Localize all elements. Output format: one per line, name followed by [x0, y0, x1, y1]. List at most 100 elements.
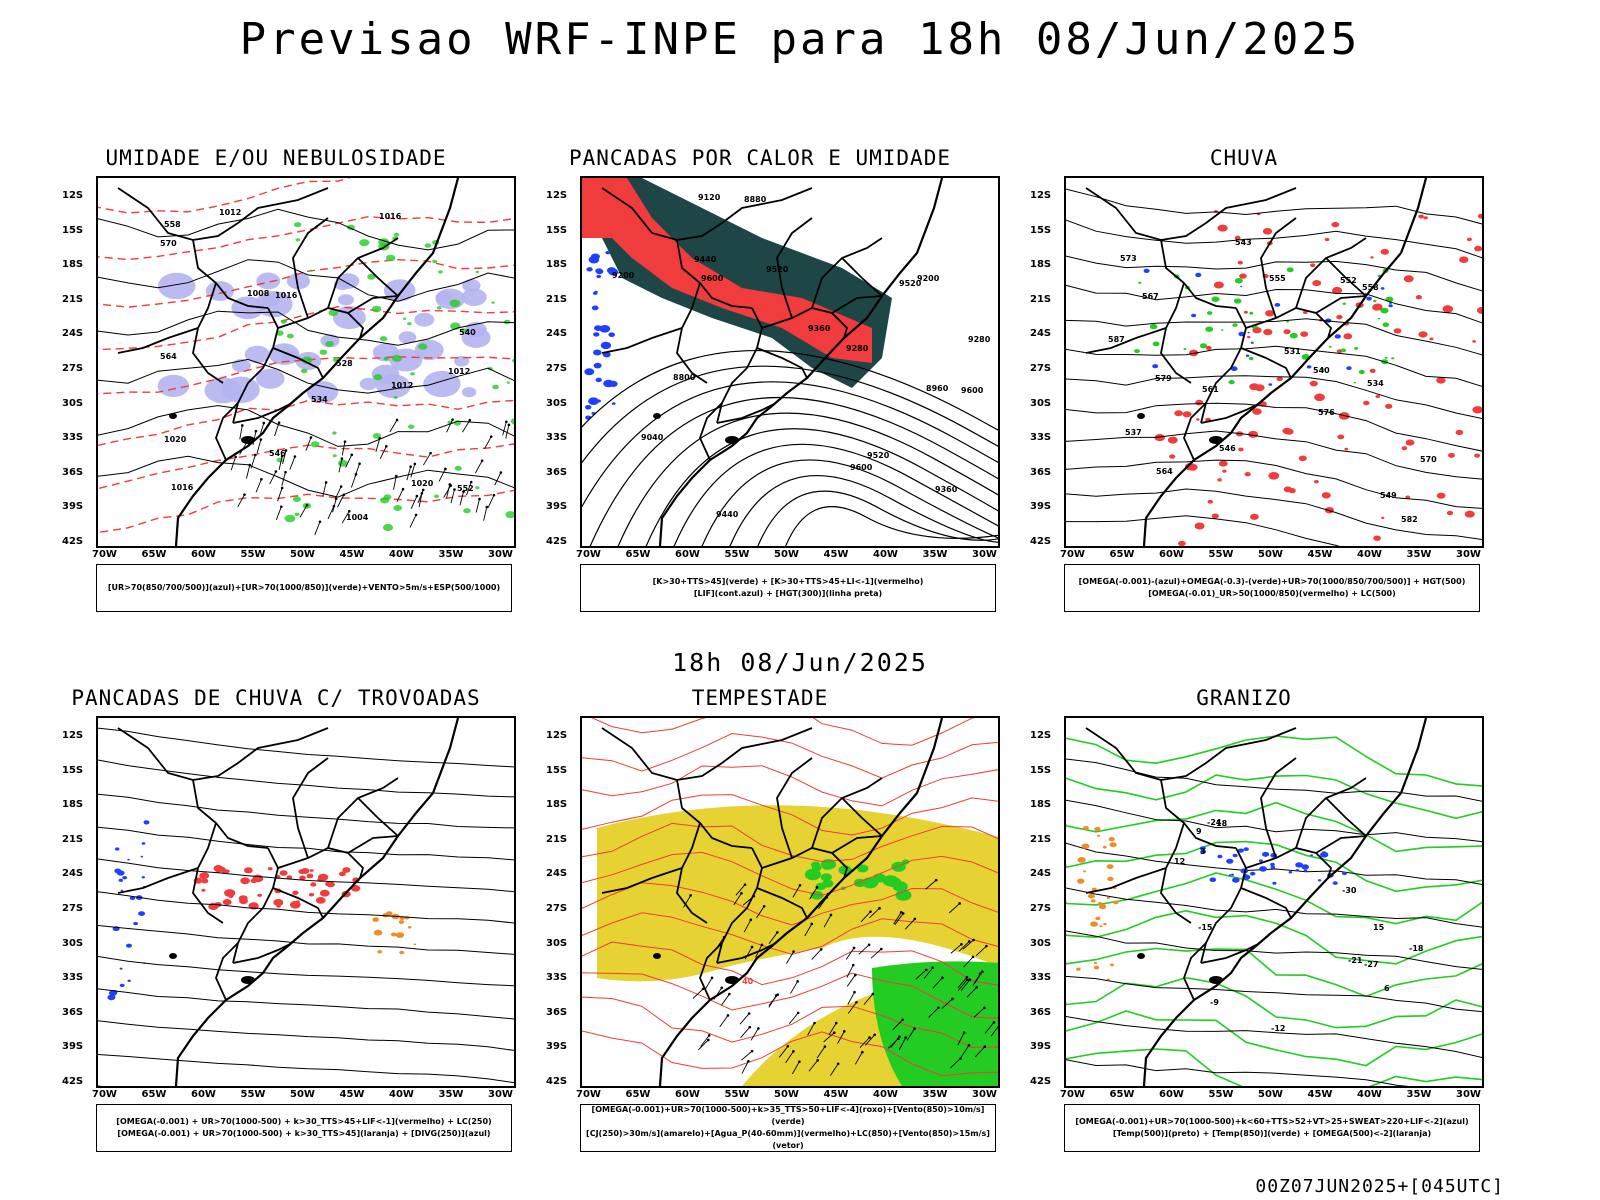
border-line — [756, 887, 808, 919]
shower-area — [372, 917, 380, 922]
rain-area — [1195, 399, 1204, 406]
thunderstorm-area — [300, 868, 310, 874]
temp-850-contour — [1066, 909, 1482, 965]
border-line — [841, 257, 883, 297]
contour-label: 1016 — [275, 291, 298, 300]
wind-850-area — [838, 865, 852, 875]
wind-vector — [756, 904, 766, 919]
lon-tick-label: 60W — [1159, 1089, 1184, 1100]
omega-area — [1391, 357, 1395, 360]
humidity-low-area — [505, 511, 514, 519]
hail-area — [1317, 879, 1322, 882]
rain-area — [1464, 510, 1475, 518]
lat-tick-label: 39S — [546, 1041, 568, 1053]
wind-vector — [462, 418, 472, 433]
wind-vector — [443, 484, 453, 498]
wind-vector — [466, 480, 473, 496]
temp-500-contour — [1066, 799, 1482, 843]
rain-area — [1331, 221, 1340, 228]
thunderstorm-area — [286, 875, 293, 880]
panel-chuva: CHUVA 582 579 576 573 570 567 564 561 558 555 552 54… — [1024, 146, 1524, 616]
streamline — [98, 891, 514, 924]
border-line — [776, 217, 813, 319]
border-line — [756, 347, 808, 379]
legend-box: [K>30+TTS>45](verde) + [K>30+TTS>45+LI<-… — [580, 564, 996, 612]
wind-vector — [811, 948, 823, 960]
border-line — [277, 307, 365, 339]
divergence-area — [140, 855, 144, 858]
lat-tick-label: 21S — [1030, 293, 1052, 305]
map-canvas: 1012 1012 1016 1012 1016 1020 1020 1016 1008 1004… — [98, 178, 514, 546]
hail-area — [1200, 849, 1207, 854]
contour-label: 540 — [1313, 366, 1330, 375]
lon-tick-label: 30W — [488, 549, 513, 560]
humidity-low-area — [475, 486, 480, 490]
wind-vector — [925, 878, 938, 890]
wind-vector — [890, 1035, 901, 1048]
lon-tick-label: 40W — [873, 1089, 898, 1100]
wind-vector — [963, 955, 975, 968]
omega-weak-area — [1346, 366, 1352, 370]
contour-label: 546 — [1219, 444, 1236, 453]
hail-area — [1295, 869, 1300, 872]
omega-area — [1320, 368, 1325, 371]
omega-area — [1340, 348, 1346, 353]
lon-tick-label: 50W — [1258, 1089, 1283, 1100]
hail-area — [1262, 851, 1270, 857]
humidity-upper-area — [461, 288, 487, 306]
wind-vector — [898, 1036, 908, 1051]
run-timestamp: 00Z07JUN2025+[045UTC] — [1255, 1176, 1504, 1197]
wind-vector — [341, 509, 351, 524]
wind-vector — [960, 1043, 971, 1058]
border-line — [277, 847, 365, 879]
wind-vector — [743, 918, 753, 933]
lon-tick-label: 70W — [1060, 549, 1085, 560]
omega-area — [1373, 299, 1377, 303]
map-canvas: 40 — [582, 718, 998, 1086]
divergence-area — [126, 943, 132, 948]
wind-vector — [904, 917, 917, 930]
rain-area — [1321, 492, 1331, 499]
rain-area — [1343, 333, 1353, 340]
humidity-low-area — [373, 374, 383, 381]
contour-label: 9200 — [917, 274, 940, 283]
lon-tick-label: 65W — [1109, 1089, 1135, 1100]
omega-strong-area — [1087, 893, 1095, 899]
temp-850-contour — [1066, 1010, 1482, 1067]
height-contour — [785, 506, 998, 546]
border-line — [676, 779, 753, 849]
wind-vector — [948, 902, 961, 914]
border-line — [761, 307, 849, 339]
thickness-contour — [98, 443, 514, 490]
omega-strong-area — [1107, 876, 1114, 882]
omega-strong-area — [1106, 978, 1110, 981]
wind-vector — [863, 992, 875, 1006]
coastline — [1142, 718, 1428, 1086]
hail-area — [1303, 869, 1308, 872]
temp-850-contour — [1066, 774, 1482, 820]
coastline — [658, 178, 944, 546]
wind-vector — [417, 488, 425, 504]
lat-tick-label: 24S — [546, 328, 568, 340]
rain-area — [1436, 492, 1446, 499]
rain-area — [1423, 216, 1428, 220]
omega-strong-area — [1077, 857, 1086, 863]
thunderstorm-area — [224, 869, 230, 874]
lat-tick-label: 21S — [546, 833, 568, 845]
lat-tick-label: 39S — [1030, 501, 1052, 513]
contour-label: 9 — [1196, 827, 1202, 836]
shower-area — [398, 920, 405, 924]
hail-area — [1301, 864, 1309, 870]
legend-line: [OMEGA(-0.01)_UR>50(1000/850)(vermelho) … — [1148, 589, 1396, 598]
coastline — [1142, 178, 1428, 546]
lat-tick-label: 30S — [546, 397, 568, 409]
legend-line: [OMEGA(-0.001)-(azul)+OMEGA(-0.3)-(verde… — [1078, 577, 1466, 586]
humidity-upper-area — [454, 355, 470, 367]
contour-label: 15 — [1373, 923, 1385, 932]
contour-label: 570 — [160, 239, 177, 248]
shower-area — [391, 932, 397, 937]
wind-vector — [274, 421, 281, 437]
hail-area — [1320, 851, 1329, 858]
omega-strong-area — [1099, 925, 1103, 928]
